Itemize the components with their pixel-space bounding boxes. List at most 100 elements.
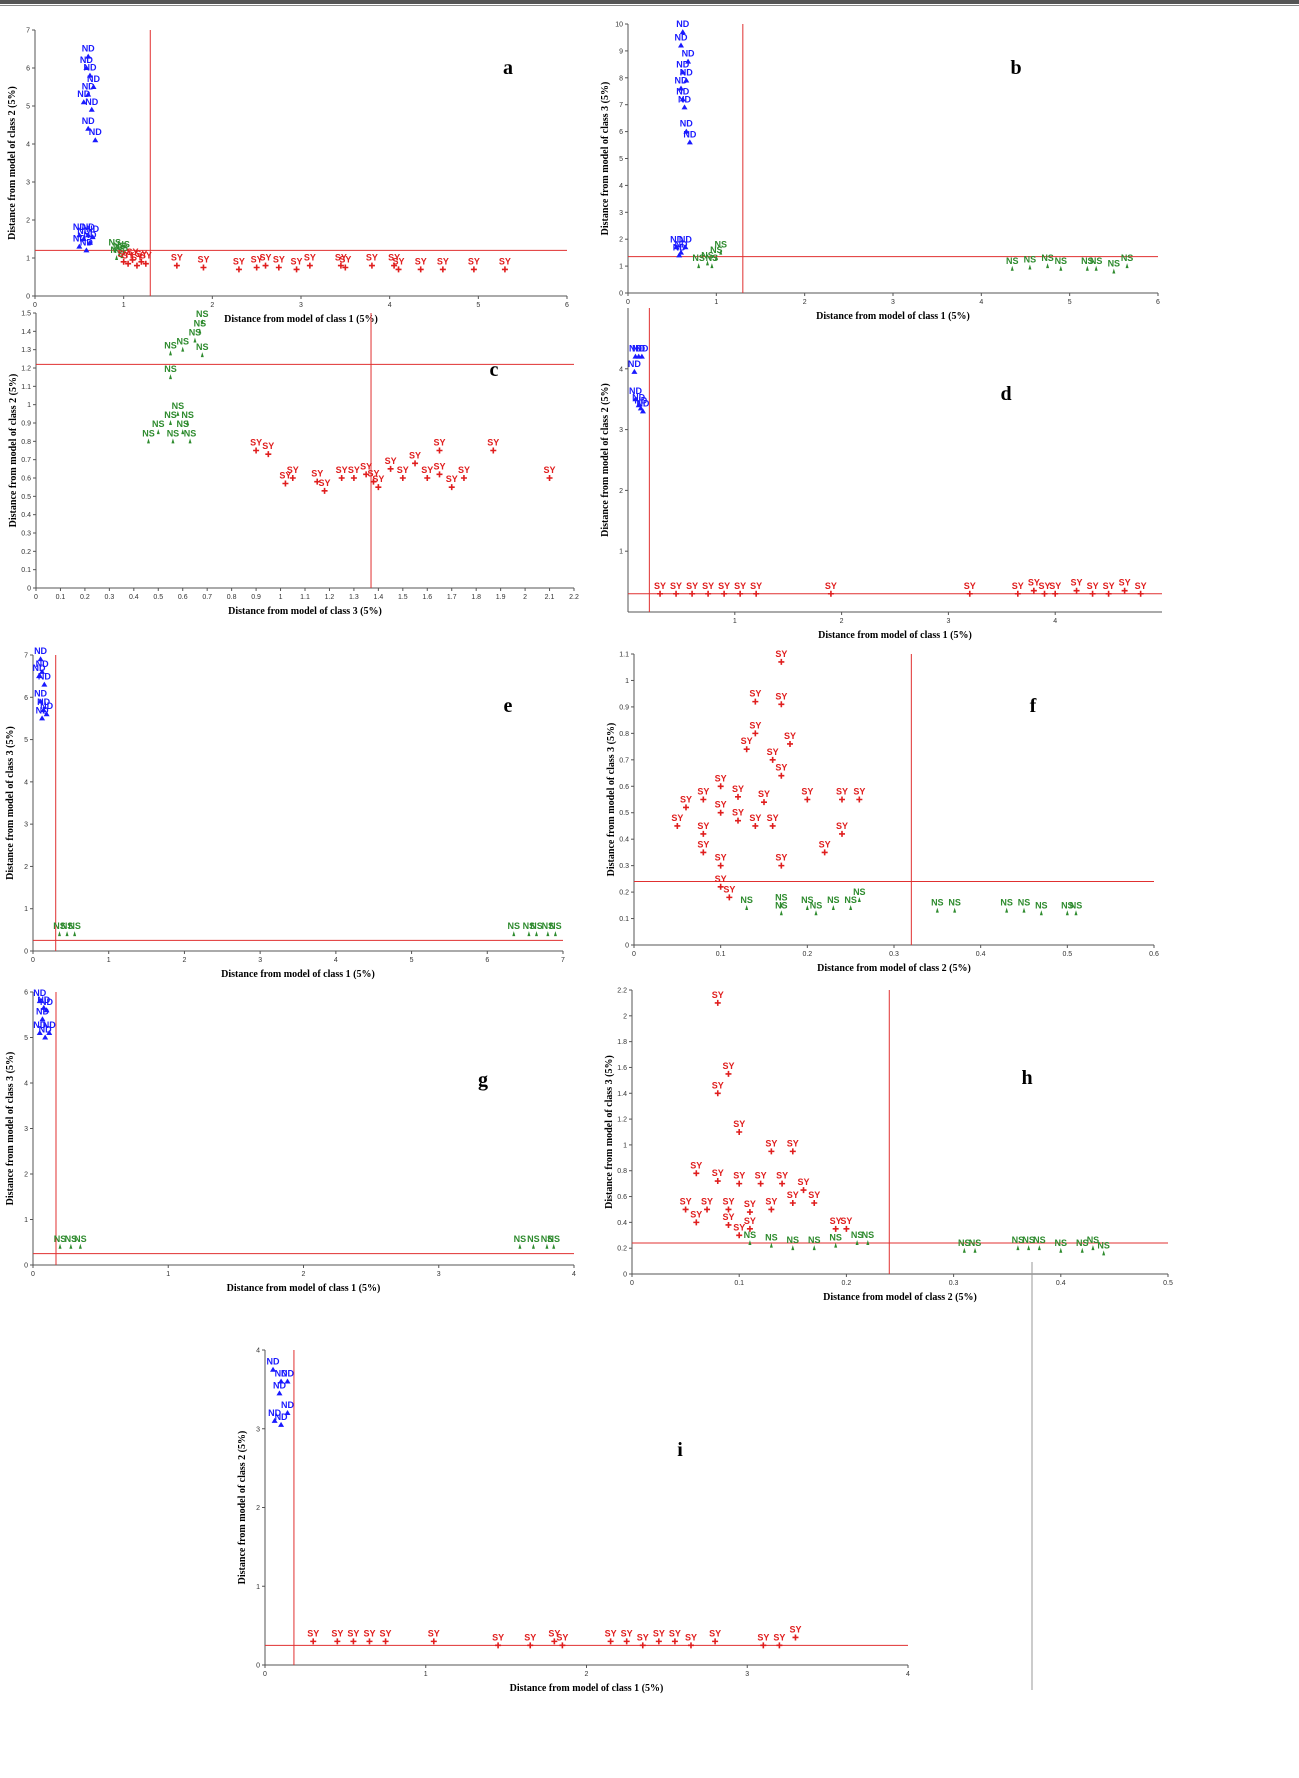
point-label-sy: SY [171, 253, 183, 263]
point-label-ns: NS [110, 245, 123, 255]
ns-point-marker [527, 931, 531, 937]
sy-point-marker [1041, 590, 1048, 597]
y-tick-label: 1.5 [21, 311, 31, 318]
point-label-nd: ND [36, 659, 49, 669]
point-label-sy: SY [741, 736, 753, 746]
ns-point-marker [73, 931, 77, 937]
point-label-ns: NS [701, 250, 714, 260]
point-label-nd: ND [678, 94, 691, 104]
point-label-nd: ND [629, 344, 642, 354]
point-label-nd: ND [683, 129, 696, 139]
point-label-sy: SY [836, 787, 848, 797]
point-label-nd: ND [670, 234, 683, 244]
ns-point-marker [1039, 910, 1043, 916]
point-label-nd: ND [80, 237, 93, 247]
top-rule-thick [0, 0, 1299, 4]
sy-point-marker [753, 590, 760, 597]
y-tick-label: 1.2 [617, 1117, 627, 1124]
sy-point-marker [337, 262, 344, 269]
point-label-sy: SY [140, 251, 152, 261]
x-tick-label: 2.2 [569, 594, 579, 601]
point-label-nd: ND [36, 705, 49, 715]
y-tick-label: 2 [623, 1013, 627, 1020]
sy-point-marker [120, 258, 127, 265]
ns-point-marker [1091, 1245, 1095, 1251]
point-label-sy: SY [260, 253, 272, 263]
x-axis-label: Distance from model of class 1 (5%) [227, 1283, 381, 1294]
point-label-ns: NS [1022, 1235, 1035, 1245]
sy-point-marker [363, 471, 370, 478]
ns-point-marker [535, 931, 538, 937]
x-tick-label: 1 [166, 1271, 170, 1278]
panel-letter: d [1000, 383, 1011, 405]
ns-point-marker [65, 931, 69, 937]
ns-point-marker [181, 346, 185, 352]
x-tick-label: 2.1 [545, 594, 555, 601]
point-label-ns: NS [1024, 254, 1037, 264]
sy-point-marker [725, 1206, 732, 1213]
ns-point-marker [855, 1240, 859, 1246]
ns-point-marker [706, 260, 709, 266]
sy-point-marker [262, 262, 269, 269]
sy-point-marker [746, 1209, 753, 1216]
point-label-ns: NS [53, 921, 66, 931]
y-tick-label: 3 [256, 1426, 260, 1433]
point-label-ns: NS [844, 895, 857, 905]
nd-point-marker [86, 239, 93, 245]
sy-point-marker [700, 830, 707, 837]
sy-point-marker [527, 1642, 534, 1649]
x-tick-label: 0.6 [178, 594, 188, 601]
ns-point-marker [120, 253, 124, 259]
point-label-sy: SY [776, 1171, 788, 1181]
sy-point-marker [736, 1180, 743, 1187]
point-label-nd: ND [83, 63, 96, 73]
sy-point-marker [736, 1232, 743, 1239]
sy-point-marker [725, 1070, 732, 1077]
nd-point-marker [36, 998, 43, 1004]
point-label-sy: SY [733, 1119, 745, 1129]
ns-point-marker [169, 420, 172, 425]
point-label-sy: SY [732, 808, 744, 818]
sy-point-marker [769, 822, 776, 829]
x-tick-label: 1 [733, 618, 737, 625]
y-tick-label: 9 [619, 48, 623, 55]
point-label-sy: SY [1087, 581, 1099, 591]
nd-point-marker [85, 91, 92, 97]
sy-point-marker [334, 1638, 341, 1645]
point-label-nd: ND [629, 386, 642, 396]
point-label-nd: ND [34, 689, 47, 699]
sy-point-marker [700, 796, 707, 803]
y-tick-label: 5 [26, 104, 30, 111]
point-label-sy: SY [446, 474, 458, 484]
x-tick-label: 1.7 [447, 594, 457, 601]
point-label-sy: SY [118, 249, 130, 259]
panel-letter: g [478, 1069, 488, 1091]
sy-point-marker [1105, 590, 1112, 597]
point-label-sy: SY [749, 689, 761, 699]
sy-point-marker [1030, 587, 1037, 594]
point-label-nd: ND [33, 1020, 46, 1030]
point-label-sy: SY [415, 256, 427, 266]
sy-point-marker [265, 451, 272, 458]
point-label-ns: NS [1012, 1235, 1025, 1245]
point-label-nd: ND [267, 1357, 280, 1367]
point-label-sy: SY [697, 839, 709, 849]
y-tick-label: 7 [619, 102, 623, 109]
point-label-ns: NS [1087, 1235, 1100, 1245]
ns-point-marker [200, 352, 204, 358]
y-axis-label: Distance from model of class 2 (5%) [8, 374, 19, 528]
nd-point-marker [36, 673, 43, 679]
point-label-nd: ND [40, 701, 53, 711]
x-tick-label: 0.1 [734, 1280, 744, 1287]
point-label-sy: SY [287, 465, 299, 475]
sy-point-marker [430, 1638, 437, 1645]
x-tick-label: 0.5 [1163, 1280, 1173, 1287]
point-label-nd: ND [82, 116, 95, 126]
point-label-ns: NS [541, 1234, 554, 1244]
ns-point-marker [1074, 910, 1078, 916]
x-tick-label: 2 [840, 618, 844, 625]
y-tick-label: 5 [619, 156, 623, 163]
point-label-nd: ND [39, 1025, 52, 1035]
point-label-sy: SY [291, 256, 303, 266]
